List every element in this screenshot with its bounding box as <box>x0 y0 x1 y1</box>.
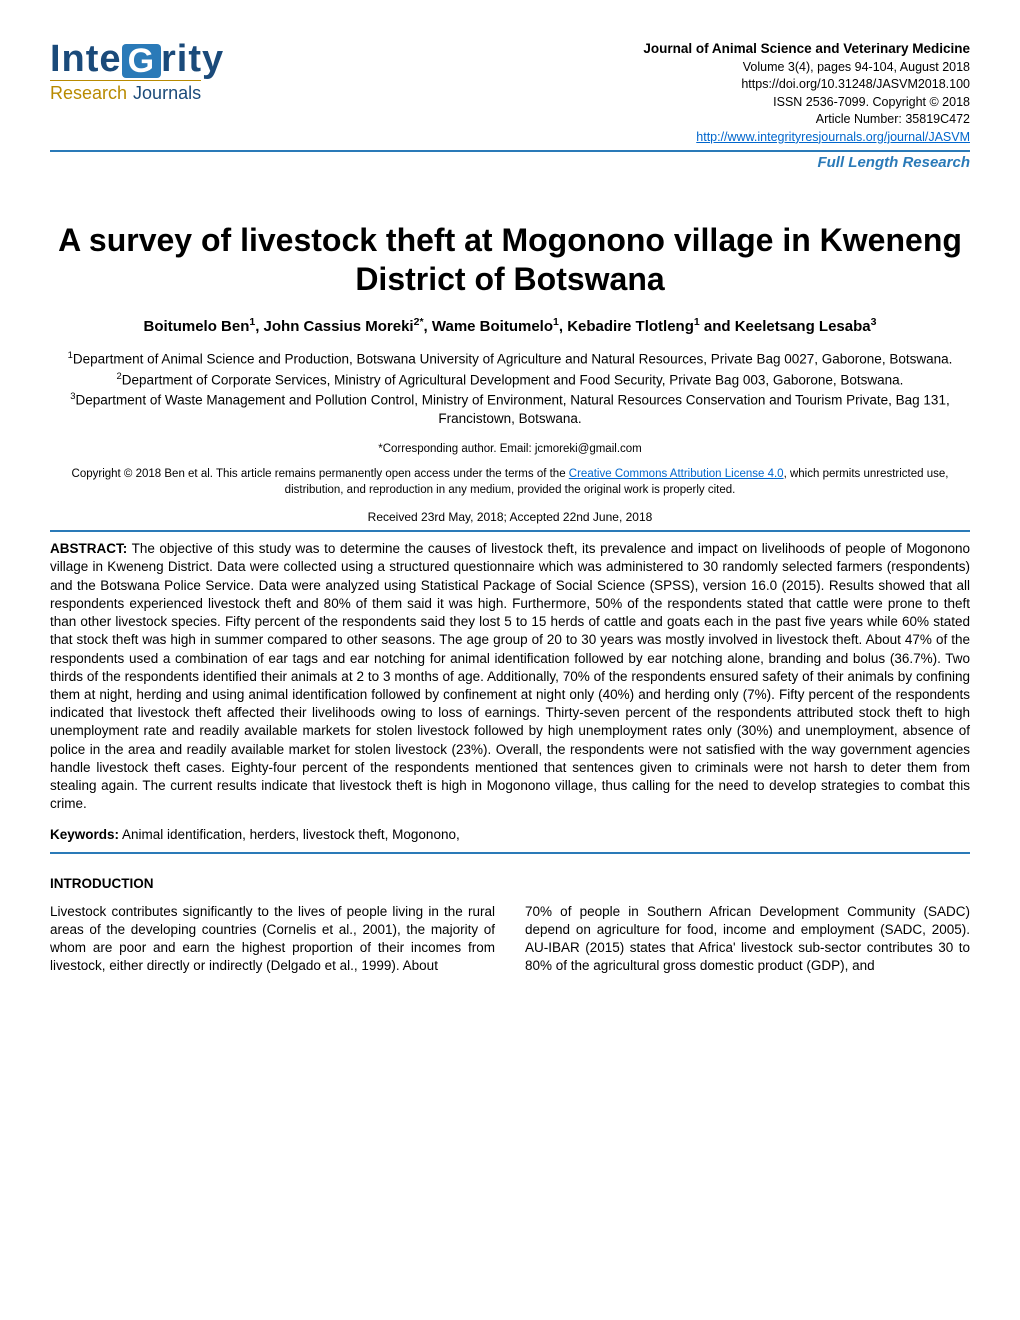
authors: Boitumelo Ben1, John Cassius Moreki2*, W… <box>50 316 970 335</box>
journal-meta: Journal of Animal Science and Veterinary… <box>643 40 970 146</box>
abstract-block: ABSTRACT: The objective of this study wa… <box>50 530 970 854</box>
article-title: A survey of livestock theft at Mogonono … <box>50 221 970 298</box>
logo-post: rity <box>161 38 224 80</box>
logo-journals: Journals <box>133 83 201 104</box>
article-dates: Received 23rd May, 2018; Accepted 22nd J… <box>50 510 970 524</box>
affiliation-1: 1Department of Animal Science and Produc… <box>50 349 970 369</box>
header-row: InteGrity Research Journals Journal of A… <box>50 40 970 146</box>
copyright-notice: Copyright © 2018 Ben et al. This article… <box>50 467 970 498</box>
introduction-body: Livestock contributes significantly to t… <box>50 903 970 976</box>
keywords-text: Animal identification, herders, livestoc… <box>119 827 460 842</box>
logo-pre: Inte <box>50 38 122 80</box>
logo-g-badge: G <box>122 44 161 78</box>
logo-main: InteGrity <box>50 40 224 78</box>
keywords-label: Keywords: <box>50 827 119 842</box>
affiliations: 1Department of Animal Science and Produc… <box>50 349 970 429</box>
logo-subtitle: Research Journals <box>50 80 201 104</box>
cc-license-link[interactable]: Creative Commons Attribution License 4.0 <box>569 468 784 480</box>
journal-doi: https://doi.org/10.31248/JASVM2018.100 <box>643 76 970 94</box>
journal-article-number: Article Number: 35819C472 <box>643 111 970 129</box>
introduction-heading: INTRODUCTION <box>50 876 970 891</box>
article-type: Full Length Research <box>50 154 970 171</box>
journal-volume: Volume 3(4), pages 94-104, August 2018 <box>643 59 970 77</box>
journal-url-link[interactable]: http://www.integrityresjournals.org/jour… <box>696 130 970 144</box>
intro-col-2: 70% of people in Southern African Develo… <box>525 903 970 976</box>
journal-issn: ISSN 2536-7099. Copyright © 2018 <box>643 94 970 112</box>
intro-col-1: Livestock contributes significantly to t… <box>50 903 495 976</box>
abstract-text: The objective of this study was to deter… <box>50 541 970 811</box>
affiliation-3: 3Department of Waste Management and Poll… <box>50 390 970 429</box>
keywords: Keywords: Animal identification, herders… <box>50 826 970 844</box>
copyright-pre: Copyright © 2018 Ben et al. This article… <box>72 468 569 480</box>
logo-research: Research <box>50 83 127 104</box>
publisher-logo: InteGrity Research Journals <box>50 40 224 104</box>
abstract: ABSTRACT: The objective of this study wa… <box>50 540 970 813</box>
journal-name: Journal of Animal Science and Veterinary… <box>643 40 970 59</box>
affiliation-2: 2Department of Corporate Services, Minis… <box>50 370 970 390</box>
header-rule <box>50 150 970 152</box>
corresponding-author: *Corresponding author. Email: jcmoreki@g… <box>50 443 970 455</box>
abstract-label: ABSTRACT: <box>50 541 127 556</box>
